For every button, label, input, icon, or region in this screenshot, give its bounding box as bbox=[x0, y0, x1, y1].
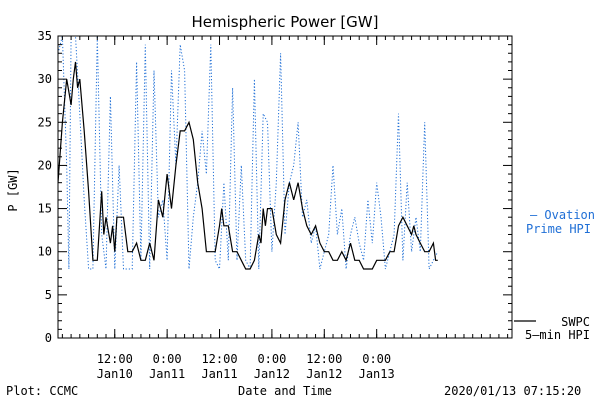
y-tick-label: 0 bbox=[45, 331, 52, 345]
y-tick-label: 30 bbox=[38, 72, 52, 86]
x-tick-date-label: Jan12 bbox=[254, 367, 290, 381]
x-tick-time-label: 12:00 bbox=[201, 352, 237, 366]
chart-title: Hemispheric Power [GW] bbox=[192, 13, 379, 31]
footer-right: 2020/01/13 07:15:20 bbox=[444, 384, 581, 398]
series-ovation-prime-line bbox=[58, 36, 439, 271]
x-tick-time-label: 0:00 bbox=[257, 352, 286, 366]
x-axis-label: Date and Time bbox=[238, 384, 332, 398]
x-tick-time-label: 0:00 bbox=[153, 352, 182, 366]
x-tick-date-label: Jan11 bbox=[149, 367, 185, 381]
y-tick-label: 10 bbox=[38, 245, 52, 259]
plot-frame bbox=[57, 35, 513, 339]
legend-swpc-line1: SWPC bbox=[561, 315, 590, 329]
legend-swpc-line2: 5—min HPI bbox=[525, 328, 590, 342]
series-lines bbox=[58, 36, 439, 271]
y-axis-label: P [GW] bbox=[6, 168, 20, 211]
x-tick-date-label: Jan13 bbox=[359, 367, 395, 381]
legend-ovation-line1: — Ovation bbox=[530, 208, 595, 222]
y-tick-label: 25 bbox=[38, 115, 52, 129]
x-tick-time-label: 0:00 bbox=[362, 352, 391, 366]
x-tick-date-label: Jan10 bbox=[97, 367, 133, 381]
y-tick-label: 20 bbox=[38, 158, 52, 172]
y-tick-label: 15 bbox=[38, 202, 52, 216]
x-tick-date-label: Jan11 bbox=[201, 367, 237, 381]
y-tick-label: 5 bbox=[45, 288, 52, 302]
x-tick-time-label: 12:00 bbox=[97, 352, 133, 366]
footer-left: Plot: CCMC bbox=[6, 384, 78, 398]
axes: 0510152025303512:00Jan100:00Jan1112:00Ja… bbox=[38, 29, 513, 381]
y-tick-label: 35 bbox=[38, 29, 52, 43]
legend-ovation-line2: Prime HPI bbox=[526, 222, 591, 236]
x-tick-date-label: Jan12 bbox=[306, 367, 342, 381]
x-tick-time-label: 12:00 bbox=[306, 352, 342, 366]
series-swpc-line bbox=[58, 61, 438, 270]
